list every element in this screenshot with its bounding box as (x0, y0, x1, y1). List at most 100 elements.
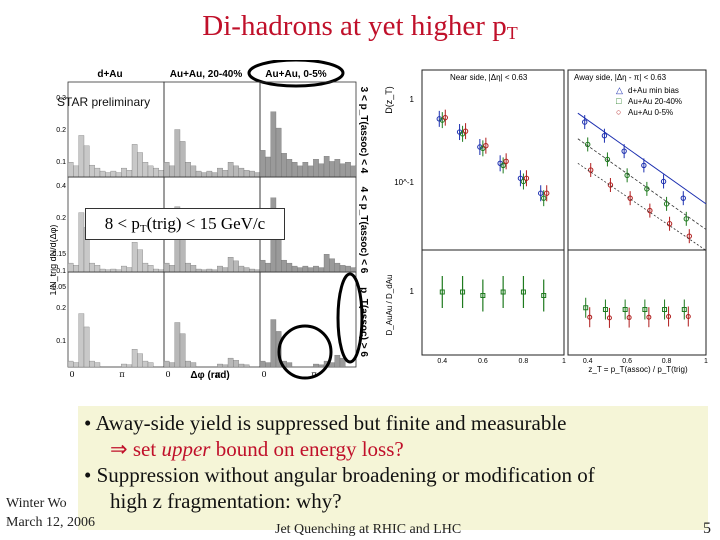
histogram-bar (275, 127, 282, 178)
histogram-bar (153, 167, 159, 178)
ytick-top-1: 1 (410, 95, 415, 104)
histogram-bar (318, 267, 325, 273)
right-xtick-label: 0.4 (583, 358, 593, 365)
left-xtick-label: π (311, 370, 316, 379)
ylabel-top: D(z_T) (384, 86, 394, 114)
histogram-bar (190, 165, 197, 178)
histogram-bar (323, 156, 330, 178)
away-point (660, 178, 667, 185)
histogram-bar (323, 254, 330, 273)
bullet-1-sub-post: bound on energy loss? (210, 437, 404, 461)
histogram-bar (131, 349, 138, 368)
histogram-bar (318, 163, 325, 178)
histogram-bar (94, 362, 101, 368)
histogram-bar (211, 172, 218, 178)
ytick-top-01: 10^-1 (394, 178, 414, 187)
histogram-bar (281, 153, 287, 178)
histogram-bar (110, 170, 117, 178)
histogram-bar (286, 159, 293, 178)
left-xtick-label: 0 (69, 370, 74, 379)
histogram-bar (329, 362, 335, 368)
histogram-bar (270, 319, 277, 368)
histogram-bar (259, 259, 266, 273)
bullet-2-cont: high z fragmentation: why? (84, 488, 702, 514)
implies-arrow: ⇒ (110, 437, 128, 461)
histogram-bar (89, 164, 95, 178)
highlight-ellipse-row-label (336, 272, 364, 364)
histogram-bar (105, 172, 111, 178)
column-header-dau: d+Au (97, 69, 122, 80)
left-panel-frame (259, 271, 357, 368)
away-point (585, 141, 591, 148)
bullet-1: • Away-side yield is suppressed but fini… (84, 411, 567, 435)
histogram-bar (83, 326, 90, 368)
histogram-bar (67, 162, 74, 178)
near-point (541, 195, 547, 201)
ratio-away-point (587, 314, 593, 320)
legend-entry-dau: d+Au min bias (628, 86, 679, 95)
histogram-bar (147, 362, 154, 368)
star-preliminary-label: STAR preliminary (57, 95, 151, 109)
histogram-bar (318, 364, 325, 368)
left-ytick-label: 0.2 (56, 215, 66, 222)
away-point (582, 119, 588, 125)
away-point (627, 195, 633, 201)
histogram-bar (190, 265, 197, 273)
histogram-bar (78, 212, 85, 273)
away-side-label: Away side, |Δη - π| < 0.63 (574, 73, 667, 82)
histogram-bar (73, 265, 79, 273)
histogram-bar (249, 170, 255, 178)
near-point (436, 116, 442, 122)
histogram-bar (142, 162, 149, 178)
histogram-bar (227, 257, 234, 273)
left-ytick-label: 0.2 (56, 305, 66, 312)
right-xtick-label: 1 (704, 358, 708, 365)
histogram-bar (195, 170, 202, 178)
away-point (601, 133, 608, 139)
legend-marker-auau-0-5: ○ (616, 107, 621, 117)
slide-title: Di-hadrons at yet higher pT (0, 10, 720, 44)
histogram-bar (265, 156, 271, 178)
histogram-bar (163, 262, 170, 273)
column-header-auau-0-5: Au+Au, 0-5% (265, 69, 327, 80)
left-ytick-label: 0.05 (52, 284, 66, 291)
histogram-bar (233, 360, 239, 368)
ratio-away-point (583, 305, 589, 311)
ratio-near-point (541, 293, 547, 298)
ylabel-bottom: D_AuAu / D_dAu (385, 275, 394, 336)
histogram-bar (339, 357, 346, 368)
histogram-bar (142, 262, 149, 273)
ratio-away-point (642, 307, 648, 312)
bullet-1-sub-em: upper (161, 437, 211, 461)
histogram-bar (297, 267, 303, 273)
bullet-2-line1: Suppression without angular broadening o… (96, 463, 595, 487)
near-point (483, 142, 489, 149)
histogram-bar (339, 265, 346, 273)
histogram-bar (302, 265, 309, 273)
ratio-away-point (666, 314, 672, 319)
away-point (663, 201, 670, 207)
histogram-bar (137, 353, 143, 368)
histogram-bar (73, 362, 79, 368)
histogram-bar (243, 364, 250, 368)
ratio-near-point (480, 293, 486, 298)
histogram-bar (350, 267, 357, 273)
histogram-bar (334, 354, 341, 368)
right-xtick-label: 0.6 (478, 358, 488, 365)
histogram-bar (238, 363, 245, 368)
left-ytick-label: 0.2 (56, 127, 66, 134)
left-ytick-label: 0.15 (52, 251, 66, 258)
histogram-bar (302, 162, 309, 178)
histogram-bar (217, 167, 223, 178)
histogram-bar (99, 268, 106, 273)
near-point (442, 114, 448, 121)
histogram-bar (329, 258, 335, 273)
legend-entry-auau-20-40: Au+Au 20-40% (628, 97, 682, 106)
left-xlabel: Δφ (rad) (190, 370, 229, 380)
left-ytick-label: 0.1 (56, 338, 66, 345)
histogram-bar (89, 360, 95, 368)
row-label-3-4: 3 < p_T(assoc) < 4 (358, 87, 369, 174)
ratio-away-point (602, 307, 608, 312)
near-point (480, 145, 486, 152)
histogram-bar (169, 165, 175, 178)
